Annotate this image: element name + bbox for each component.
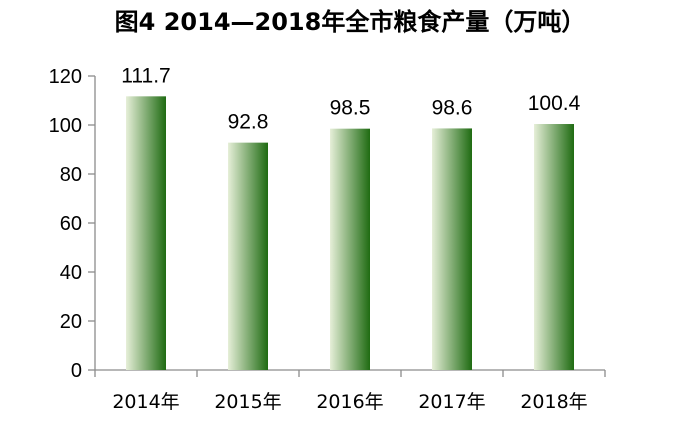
x-category-label: 2017年 [418, 391, 485, 413]
bar-value-label: 92.8 [228, 111, 269, 134]
y-tick-label: 80 [60, 164, 82, 186]
x-category-label: 2018年 [520, 391, 587, 413]
bar-value-label: 98.5 [330, 97, 371, 120]
y-tick-label: 60 [60, 213, 82, 235]
y-tick-label: 120 [49, 66, 82, 88]
bar [228, 142, 268, 370]
x-category-label: 2016年 [316, 391, 383, 413]
y-tick-label: 100 [49, 115, 82, 137]
bar-value-label: 100.4 [528, 92, 581, 115]
bar [534, 124, 574, 371]
y-tick-label: 20 [60, 311, 82, 333]
x-category-label: 2014年 [112, 391, 179, 413]
x-category-label: 2015年 [214, 391, 281, 413]
bar-value-label: 111.7 [121, 64, 170, 87]
bar [330, 128, 370, 370]
bar [432, 128, 472, 370]
bar [126, 96, 166, 371]
bar-value-label: 98.6 [432, 96, 473, 119]
chart-title: 图4 2014—2018年全市粮食产量（万吨） [114, 8, 586, 36]
y-tick-label: 40 [60, 262, 82, 284]
y-tick-label: 0 [71, 360, 82, 382]
